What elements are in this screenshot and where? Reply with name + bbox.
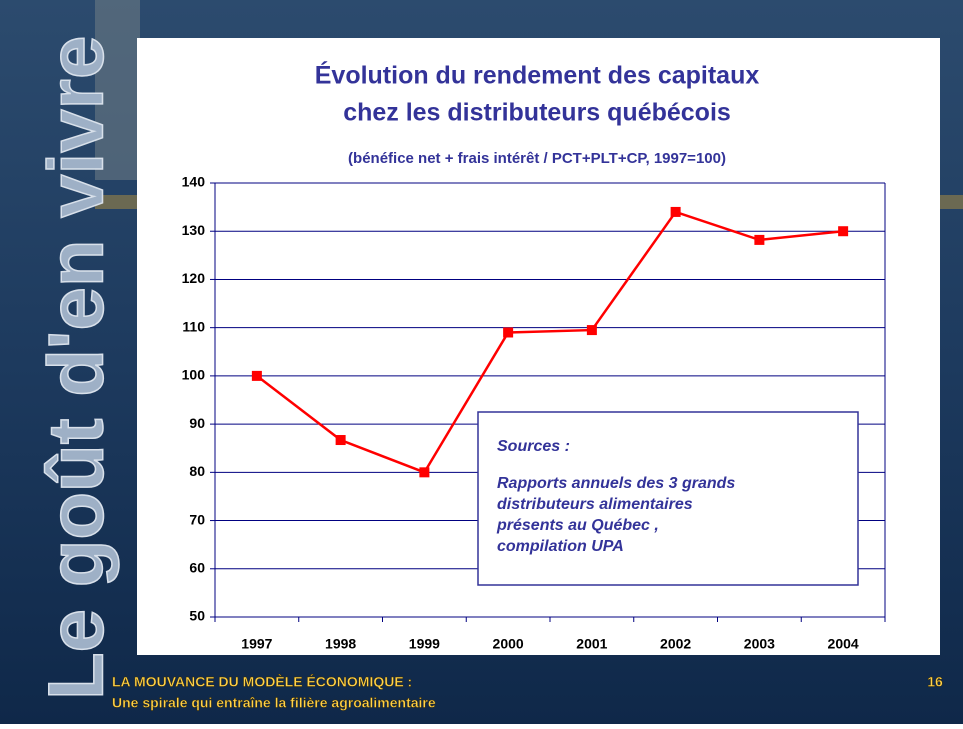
page-number: 16 (927, 674, 943, 690)
annotation-line: distributeurs alimentaires (497, 496, 693, 513)
marker (586, 325, 597, 336)
x-tick-label: 2001 (576, 636, 607, 652)
footer: LA MOUVANCE DU MODÈLE ÉCONOMIQUE : (112, 674, 412, 690)
marker (754, 234, 765, 245)
x-tick-label: 2002 (660, 636, 691, 652)
annotation-line: présents au Québec , (496, 517, 659, 534)
footer: Une spirale qui entraîne la filière agro… (112, 695, 436, 711)
marker (503, 327, 514, 338)
marker (838, 226, 849, 237)
annotation-line: Rapports annuels des 3 grands (497, 475, 735, 492)
annotation-box (477, 411, 859, 586)
annotation-heading: Sources : (497, 438, 570, 455)
marker (670, 206, 681, 217)
x-tick-label: 2004 (828, 636, 859, 652)
annotation-line: compilation UPA (497, 538, 624, 555)
y-tick-label: 140 (182, 174, 206, 190)
y-tick-label: 100 (182, 367, 206, 383)
y-tick-label: 120 (182, 270, 206, 286)
y-tick-label: 130 (182, 222, 206, 238)
line (256, 210, 844, 474)
marker (335, 435, 346, 446)
x-tick-label: 2000 (493, 636, 524, 652)
annotation: Rapports annuels des 3 grands distributeu… (496, 475, 735, 555)
y-tick-label: 80 (189, 463, 205, 479)
chart-subtitle: (bénéfice net + frais intérêt / PCT+PLT+… (348, 150, 726, 167)
x-tick-label: 2003 (744, 636, 775, 652)
side-text: Le goût d'en vivre (32, 36, 120, 700)
marker (251, 370, 262, 381)
x-tick-label: 1997 (241, 636, 272, 652)
x-tick-label: 1998 (325, 636, 356, 652)
y-tick-label: 110 (182, 318, 205, 334)
decor-photo (95, 0, 140, 180)
marker (419, 467, 430, 478)
chart-title: chez les distributeurs québécois (343, 99, 731, 127)
y-tick-label: 90 (189, 415, 205, 431)
y-tick-label: 60 (189, 559, 205, 575)
y-tick-label: 50 (189, 608, 205, 624)
chart-title: Évolution du rendement des capitaux (315, 61, 760, 90)
y-tick-label: 70 (189, 511, 205, 527)
x-tick-label: 1999 (409, 636, 440, 652)
